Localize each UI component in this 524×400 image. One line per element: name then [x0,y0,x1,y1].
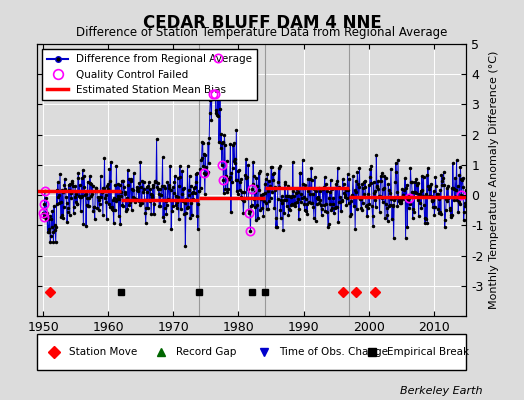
Text: Station Move: Station Move [69,347,137,357]
Text: CEDAR BLUFF DAM 4 NNE: CEDAR BLUFF DAM 4 NNE [143,14,381,32]
Text: Empirical Break: Empirical Break [387,347,469,357]
Legend: Difference from Regional Average, Quality Control Failed, Estimated Station Mean: Difference from Regional Average, Qualit… [42,49,257,100]
Text: Berkeley Earth: Berkeley Earth [400,386,482,396]
Text: Difference of Station Temperature Data from Regional Average: Difference of Station Temperature Data f… [77,26,447,39]
Text: Time of Obs. Change: Time of Obs. Change [279,347,388,357]
Y-axis label: Monthly Temperature Anomaly Difference (°C): Monthly Temperature Anomaly Difference (… [489,51,499,309]
Text: Record Gap: Record Gap [176,347,237,357]
